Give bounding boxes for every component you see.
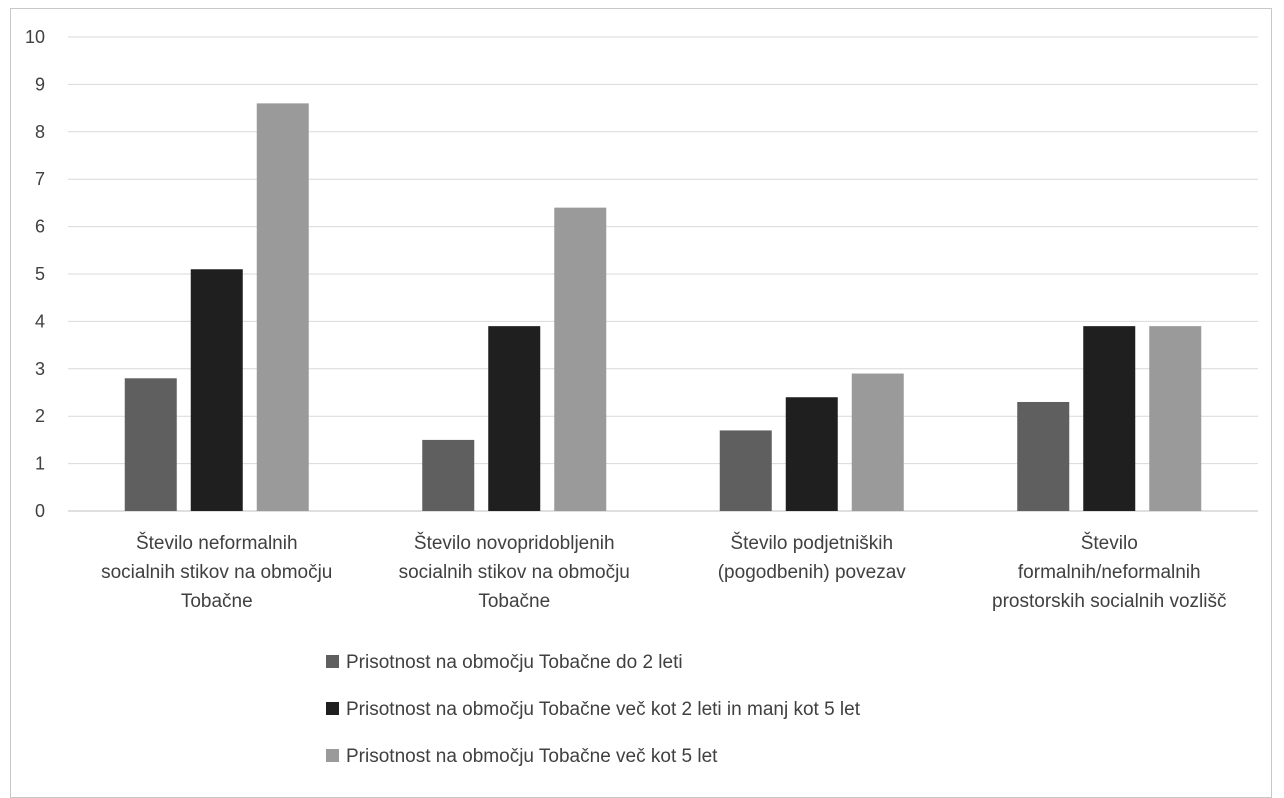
bar [422,439,475,511]
legend-swatch [326,655,339,668]
bar [1149,326,1202,511]
category-label: socialnih stikov na območju [101,562,332,583]
bar [851,373,904,511]
category-label: (pogodbenih) povezav [718,562,907,583]
y-tick-label: 0 [35,501,45,521]
category-label: Število neformalnih [136,532,298,554]
x-axis-category-labels: Število neformalnih socialnih stikov na o… [101,532,1226,612]
category-label: formalnih/neformalnih [1018,562,1201,583]
bar [785,397,838,511]
bar [190,269,243,511]
y-tick-label: 2 [35,406,45,426]
grid-lines [68,36,1258,512]
category-label: Število novopridobljenih [414,532,615,554]
y-tick-label: 3 [35,359,45,379]
category-label: socialnih stikov na območju [399,562,630,583]
y-tick-label: 4 [35,311,45,331]
bar [719,430,772,511]
y-tick-label: 7 [35,169,45,189]
y-tick-label: 8 [35,122,45,142]
category-label: Število [1081,532,1138,554]
bars [124,103,1202,512]
bar [554,207,607,511]
legend-label: Prisotnost na območju Tobačne do 2 leti [346,652,683,673]
y-tick-label: 6 [35,217,45,237]
y-tick-label: 5 [35,264,45,284]
y-axis-tick-labels: 0 1 2 3 4 5 6 7 8 9 10 [25,27,45,521]
bar [256,103,309,512]
bar [1083,326,1136,511]
bar [1017,401,1070,511]
legend-swatch [326,749,339,762]
bar [488,326,541,511]
category-label: Število podjetniških [730,532,893,554]
legend-label: Prisotnost na območju Tobačne več kot 2 … [346,699,861,720]
category-label: Tobačne [478,591,550,612]
legend-label: Prisotnost na območju Tobačne več kot 5 … [346,746,718,767]
y-tick-label: 10 [25,27,45,47]
legend: Prisotnost na območju Tobačne do 2 leti P… [326,652,861,767]
bar [124,378,177,511]
category-label: prostorskih socialnih vozlišč [992,591,1226,612]
y-tick-label: 9 [35,74,45,94]
y-tick-label: 1 [35,454,45,474]
category-label: Tobačne [181,591,253,612]
legend-swatch [326,702,339,715]
